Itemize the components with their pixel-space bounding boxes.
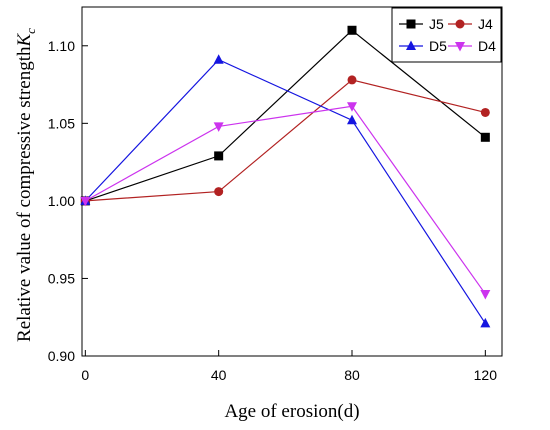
data-point-d4 [347, 102, 357, 112]
series-line-j5 [85, 29, 486, 202]
series-d4 [80, 102, 491, 300]
legend-marker [455, 19, 465, 29]
legend-label: D5 [429, 38, 447, 54]
x-tick-label: 0 [81, 367, 89, 383]
y-axis-label: Relative value of compressive strengthKc [14, 28, 38, 342]
data-point-j5 [214, 151, 224, 161]
legend: J5 J4 D5 D4 [391, 7, 502, 63]
legend-marker [455, 42, 465, 52]
plot-area [81, 6, 503, 357]
x-tick-label: 40 [211, 367, 227, 383]
series-layer [80, 25, 491, 328]
x-axis-label: Age of erosion(d) [224, 401, 359, 422]
data-point-d5 [347, 114, 357, 125]
legend-marker [406, 19, 416, 29]
series-d5 [80, 54, 491, 328]
x-axis-ticks: 0 40 80 120 [81, 350, 497, 383]
legend-label: J4 [478, 16, 493, 32]
legend-item-j4: J4 [448, 16, 493, 32]
legend-label: D4 [478, 38, 496, 54]
y-tick-label: 1.10 [48, 38, 75, 54]
legend-label: J5 [429, 16, 444, 32]
legend-item-j5: J5 [399, 16, 444, 32]
legend-box [391, 7, 502, 63]
data-point-d4 [80, 196, 91, 207]
y-tick-label: 0.90 [48, 348, 75, 364]
x-tick-label: 120 [474, 367, 498, 383]
y-axis-label-symbol: K [14, 33, 35, 48]
y-tick-label: 0.95 [48, 270, 75, 286]
data-point-j5 [347, 25, 357, 35]
data-point-j5 [480, 132, 490, 142]
y-tick-label: 1.05 [48, 115, 75, 131]
series-line-d5 [84, 59, 486, 324]
y-axis-label-text: Relative value of compressive strength [14, 46, 35, 342]
y-tick-label: 1.00 [48, 193, 75, 209]
series-line-j4 [85, 79, 486, 202]
plot-frame [81, 6, 503, 357]
y-axis-label-subscript: c [23, 28, 38, 34]
y-axis-ticks: 0.90 0.95 1.00 1.05 1.10 [48, 38, 88, 364]
data-point-d5 [480, 317, 491, 328]
x-tick-label: 80 [344, 367, 360, 383]
data-point-j4 [214, 187, 224, 197]
legend-item-d4: D4 [448, 38, 496, 54]
legend-item-d5: D5 [399, 38, 447, 54]
data-point-d5 [213, 54, 224, 64]
data-point-d4 [480, 289, 491, 300]
legend-marker [406, 40, 416, 50]
data-point-j4 [347, 75, 357, 85]
data-point-j4 [480, 107, 490, 117]
data-point-d4 [213, 122, 224, 132]
series-line-d4 [85, 105, 486, 295]
